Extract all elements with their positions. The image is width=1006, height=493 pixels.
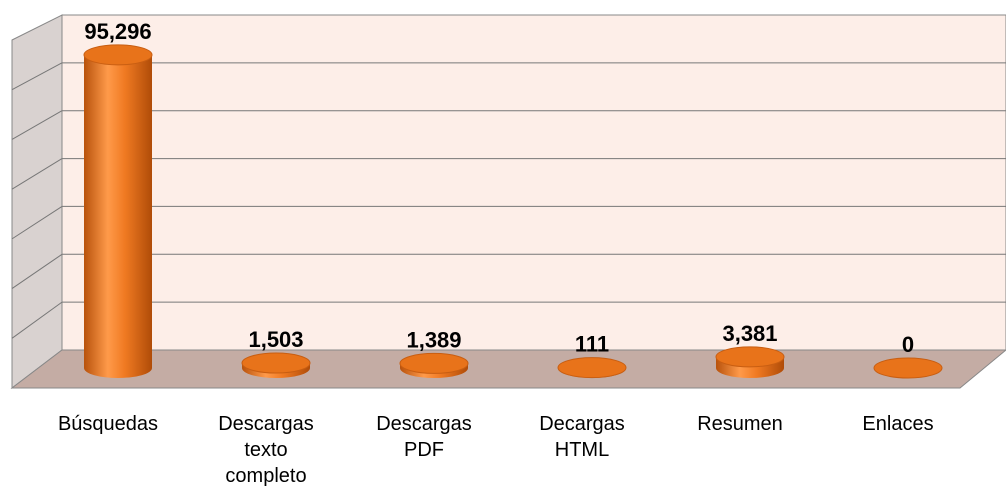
bar	[241, 352, 311, 378]
grid-line	[11, 62, 63, 91]
bar-part	[557, 357, 627, 379]
data-label: 3,381	[722, 321, 777, 346]
grid-line	[11, 158, 63, 190]
bar-part	[83, 44, 153, 66]
data-label: 95,296	[84, 19, 151, 44]
x-tick-label: Decargas HTML	[539, 413, 625, 461]
data-label: 1,503	[248, 327, 303, 352]
x-tick-label: Descargas PDF	[376, 413, 472, 461]
bar	[715, 346, 785, 378]
x-tick-label: Enlaces	[862, 413, 933, 435]
back-wall	[61, 14, 1006, 351]
bar-part	[241, 352, 311, 374]
grid-line	[11, 301, 63, 339]
bar-part	[715, 346, 785, 368]
grid-line	[11, 253, 63, 289]
grid-line	[11, 110, 63, 140]
bar-part	[873, 357, 943, 379]
bar-part	[84, 54, 152, 378]
x-tick-label: Búsquedas	[58, 413, 158, 435]
x-tick-label: Resumen	[697, 413, 783, 435]
data-label: 0	[902, 332, 914, 357]
bar	[83, 44, 153, 378]
bar	[557, 357, 627, 379]
bar	[399, 352, 469, 378]
data-label: 111	[575, 332, 609, 357]
x-tick-label: Descargas texto completo	[218, 413, 314, 487]
bar	[873, 357, 943, 379]
side-wall	[11, 14, 63, 390]
grid-line	[11, 206, 63, 240]
data-label: 1,389	[406, 327, 461, 352]
floor	[10, 349, 1006, 389]
bar-part	[399, 352, 469, 374]
